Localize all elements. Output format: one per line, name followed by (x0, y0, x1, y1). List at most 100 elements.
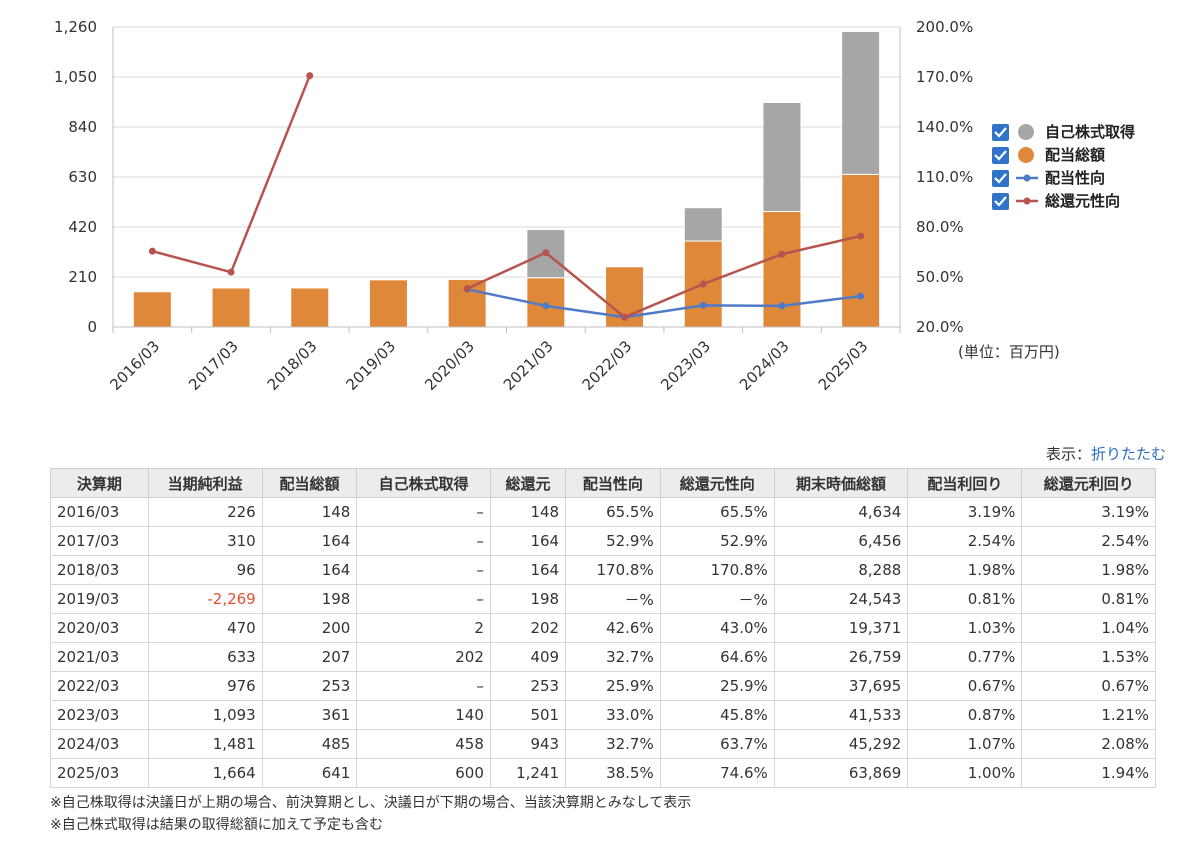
table-cell: 458 (356, 729, 491, 759)
display-toggle: 表示：折りたたむ (1046, 443, 1166, 464)
table-cell: 148 (261, 497, 358, 527)
table-cell: 2018/03 (50, 555, 149, 585)
table-cell: 24,543 (773, 584, 909, 614)
table-cell: 25.9% (565, 671, 661, 701)
check-icon (994, 196, 1007, 207)
table-cell: 2.54% (907, 526, 1023, 556)
check-icon (994, 173, 1007, 184)
total-return-ratio-point (621, 313, 629, 321)
table-cell: 0.67% (1021, 671, 1156, 701)
table-cell: 2.54% (1021, 526, 1156, 556)
table-cell: 202 (489, 613, 567, 643)
table-cell: 32.7% (565, 729, 661, 759)
table-cell: – (356, 555, 491, 585)
table-cell: 310 (147, 526, 263, 556)
table-cell: – (356, 497, 491, 527)
left-axis-tick-label: 840 (68, 118, 97, 136)
x-axis-tick-label: 2022/03 (579, 337, 636, 394)
table-cell: 33.0% (565, 700, 661, 730)
table-cell: 170.8% (659, 555, 775, 585)
table-row: 2020/03 470 200 2 202 42.6% 43.0% 19,371 1.03% 1.… (50, 613, 1156, 643)
table-cell: 1.00% (907, 758, 1023, 788)
table-cell: 1.07% (907, 729, 1023, 759)
payout-ratio-point (699, 301, 707, 309)
table-cell: – (356, 671, 491, 701)
x-axis-tick-label: 2023/03 (657, 337, 714, 394)
table-cell: 3.19% (907, 497, 1023, 527)
x-axis-tick-label: 2019/03 (342, 337, 399, 394)
column-header: 総還元利回り (1021, 468, 1156, 498)
display-label: 表示： (1045, 445, 1091, 463)
table-cell: 600 (356, 758, 491, 788)
table-cell: 207 (261, 642, 358, 672)
right-axis-tick-label: 50.0% (916, 268, 964, 286)
table-cell: – (356, 584, 491, 614)
legend-item[interactable]: 総還元性向 (992, 192, 1120, 210)
table-cell: 1.98% (1021, 555, 1156, 585)
table-cell: 2 (356, 613, 491, 643)
payout-ratio-line (466, 288, 861, 319)
table-cell: 63.7% (659, 729, 775, 759)
table-cell: 38.5% (565, 758, 661, 788)
legend-swatch-marker (1023, 174, 1031, 182)
legend-label: 配当総額 (1045, 146, 1105, 164)
table-cell: 2022/03 (50, 671, 149, 701)
chart-axes: 0 210 420 630 840 1,050 1,260 20.0% 50.0% 80.0% 11… (54, 18, 973, 394)
dividend-bar (132, 291, 172, 328)
buyback-bar (683, 207, 723, 242)
table-cell: 42.6% (565, 613, 661, 643)
table-cell: 164 (489, 555, 567, 585)
table-cell: 0.77% (907, 642, 1023, 672)
table-cell: 1,664 (147, 758, 263, 788)
table-cell: 45.8% (659, 700, 775, 730)
legend-item[interactable]: 自己株式取得 (992, 123, 1135, 141)
check-icon (994, 127, 1007, 138)
left-axis-tick-label: 1,260 (54, 18, 97, 36)
table-cell: 1.21% (1021, 700, 1156, 730)
table-cell: 4,634 (773, 497, 909, 527)
right-axis-tick-label: 140.0% (916, 118, 973, 136)
total-return-ratio-line (152, 75, 311, 274)
table-cell: 65.5% (565, 497, 661, 527)
total-return-ratio-point (699, 280, 707, 288)
table-cell: 2023/03 (50, 700, 149, 730)
legend-item[interactable]: 配当性向 (992, 169, 1105, 187)
x-axis-tick-label: 2024/03 (736, 337, 793, 394)
table-cell: 1.53% (1021, 642, 1156, 672)
table-cell: －% (565, 584, 661, 614)
table-row: 2018/03 96 164–164 170.8% 170.8% 8,288 1.98% 1.… (50, 555, 1156, 585)
legend-swatch-marker (1023, 197, 1031, 205)
legend-item[interactable]: 配当総額 (992, 146, 1105, 164)
table-cell: 164 (261, 555, 358, 585)
total-return-ratio-point (463, 285, 471, 293)
dividend-bar (762, 211, 802, 328)
dividend-bar (368, 279, 408, 328)
collapse-link[interactable]: 折りたたむ (1090, 445, 1166, 463)
left-axis-tick-label: 1,050 (54, 68, 97, 86)
legend-swatch-circle (1018, 124, 1034, 140)
table-cell: －% (659, 584, 775, 614)
buyback-bar (841, 31, 881, 175)
legend-swatch-circle (1018, 147, 1034, 163)
dividend-bar (211, 287, 251, 328)
column-header: 総還元性向 (659, 468, 775, 498)
table-cell: 253 (261, 671, 358, 701)
table-cell: 63,869 (773, 758, 909, 788)
left-axis-tick-label: 630 (68, 168, 97, 186)
table-row: 2019/03 -2,269 198–198 －% －% 24,543 0.81% 0.81% (50, 584, 1156, 614)
footnotes: ※自己株取得は決議日が上期の場合、前決算期とし、決議日が下期の場合、当該決算期と… (50, 792, 691, 836)
footnote: ※自己株取得は決議日が上期の場合、前決算期とし、決議日が下期の場合、当該決算期と… (50, 795, 692, 811)
total-return-ratio-point (857, 232, 865, 240)
table-cell: 2017/03 (50, 526, 149, 556)
check-icon (994, 150, 1007, 161)
table-cell: 148 (489, 497, 567, 527)
table-cell: 52.9% (565, 526, 661, 556)
table-cell: 943 (489, 729, 567, 759)
table-cell: 200 (261, 613, 358, 643)
right-axis-tick-label: 170.0% (916, 68, 973, 86)
buyback-bar (762, 101, 802, 213)
total-return-ratio-point (306, 72, 314, 80)
table-cell: 0.81% (907, 584, 1023, 614)
x-axis-tick-label: 2017/03 (185, 337, 242, 394)
